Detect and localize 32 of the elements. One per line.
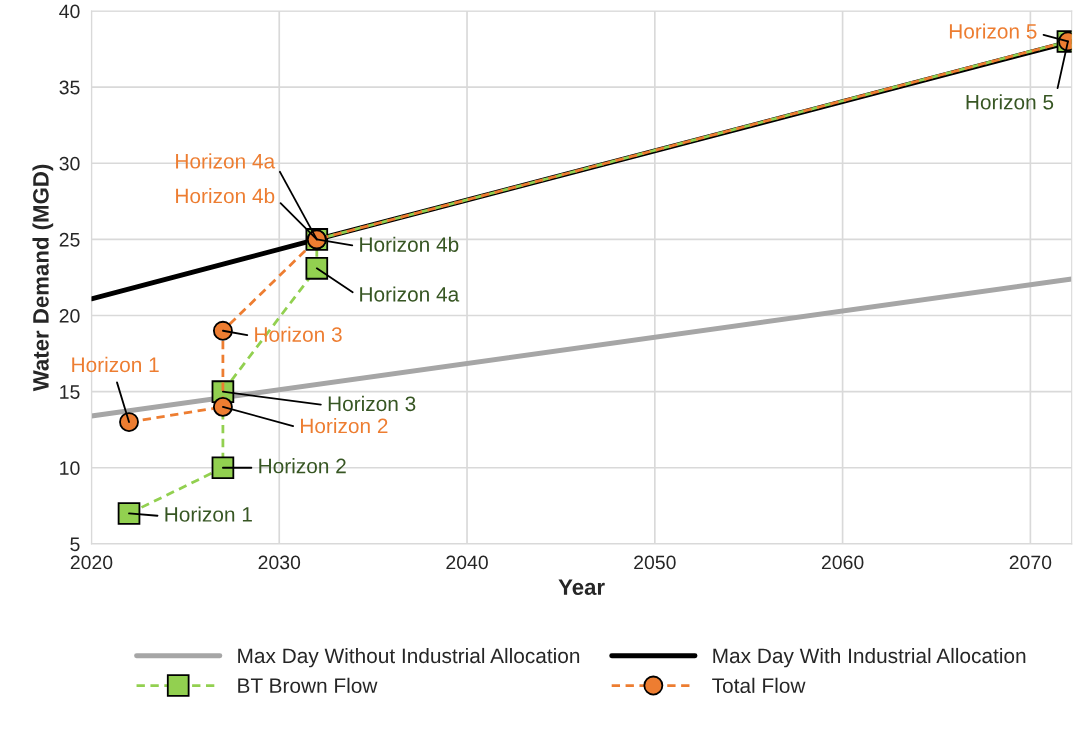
- x-tick-label: 2040: [446, 555, 488, 570]
- annotation: Horizon 4b: [176, 188, 275, 204]
- legend-label: BT Brown Flow: [238, 677, 378, 694]
- x-tick-label: 2050: [634, 555, 676, 570]
- annotation: Horizon 1: [165, 506, 252, 522]
- annotation: Horizon 4a: [360, 286, 460, 302]
- x-tick-label: 2060: [821, 555, 864, 570]
- y-axis-title: Water Demand (MGD): [32, 164, 54, 392]
- annotation: Horizon 3: [328, 395, 416, 412]
- legend-label: Max Day With Industrial Allocation: [713, 647, 1026, 668]
- y-tick-label: 20: [59, 308, 80, 323]
- annotation: Horizon 3: [255, 326, 342, 342]
- annotation: Horizon 2: [259, 458, 346, 474]
- annotation: Horizon 1: [72, 356, 159, 373]
- y-tick-label: 35: [59, 80, 80, 95]
- legend-label: Total Flow: [712, 677, 806, 694]
- y-tick-label: 10: [60, 461, 80, 476]
- x-tick-label: 2020: [70, 555, 113, 570]
- x-tick-label: 2070: [1009, 555, 1052, 570]
- x-tick-label: 2030: [258, 555, 301, 570]
- annotation: Horizon 5: [949, 23, 1037, 39]
- annotation: Horizon 5: [966, 94, 1054, 110]
- y-tick-label: 30: [59, 156, 80, 171]
- annotation: Horizon 2: [301, 418, 388, 434]
- legend-label: Max Day Without Industrial Allocation: [238, 647, 580, 668]
- y-tick-label: 15: [60, 385, 80, 399]
- y-tick-label: 25: [59, 232, 80, 247]
- annotation: Horizon 4a: [176, 153, 276, 169]
- y-tick-label: 5: [70, 537, 80, 552]
- y-tick-label: 40: [59, 4, 80, 19]
- x-axis-title: Year: [558, 579, 605, 596]
- annotation: Horizon 4b: [360, 236, 459, 252]
